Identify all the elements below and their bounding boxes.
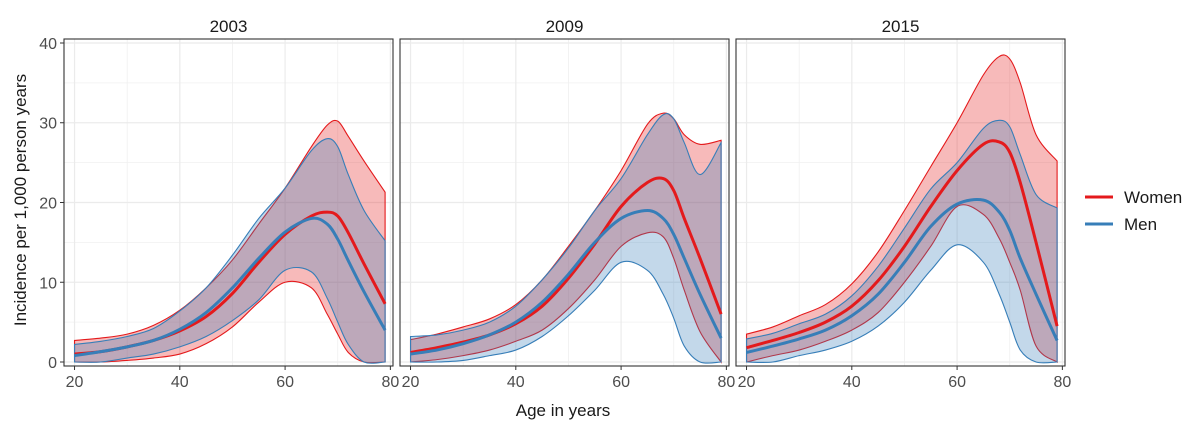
panel-border [735, 38, 1066, 367]
legend-label-women: Women [1124, 188, 1182, 207]
y-tick-label: 20 [39, 196, 57, 213]
y-tick-label: 0 [48, 355, 57, 372]
x-tick-label: 60 [612, 374, 630, 391]
facet-title: 2009 [546, 17, 584, 36]
series-line-women [746, 139, 1059, 350]
facet-panels: 2003 20 40 60 80 0 10 20 30 40 2009 20 40 60 80 2015 20 4… [39, 12, 1071, 391]
x-axis-title: Age in years [516, 401, 611, 420]
confidence-band-men [745, 119, 1058, 364]
x-tick-label: 80 [381, 374, 399, 391]
legend: Women Men [1085, 188, 1182, 234]
x-tick-label: 80 [1053, 374, 1071, 391]
x-tick-label: 40 [507, 374, 525, 391]
y-tick-label: 30 [39, 116, 57, 133]
series-line-men [74, 216, 387, 358]
y-tick-label: 10 [39, 275, 57, 292]
x-tick-label: 80 [717, 374, 735, 391]
x-tick-label: 40 [843, 374, 861, 391]
series-line-men [410, 208, 723, 356]
y-tick-label: 40 [39, 36, 57, 53]
x-tick-label: 60 [276, 374, 294, 391]
facet-title: 2015 [882, 17, 920, 36]
panel-border [399, 38, 730, 367]
facet-strip [736, 12, 1065, 39]
x-tick-label: 20 [738, 374, 756, 391]
x-tick-label: 40 [171, 374, 189, 391]
facet-title: 2003 [210, 17, 248, 36]
x-tick-label: 20 [402, 374, 420, 391]
facet-strip [64, 12, 393, 39]
series-line-men [746, 198, 1059, 354]
confidence-band-men [73, 138, 386, 364]
x-tick-label: 60 [948, 374, 966, 391]
x-tick-label: 20 [66, 374, 84, 391]
facet-panel-2003: 2003 20 40 60 80 0 10 20 30 40 [39, 12, 399, 391]
confidence-band-men [409, 113, 722, 364]
facet-strip [400, 12, 729, 39]
legend-label-men: Men [1124, 215, 1157, 234]
facet-panel-2015: 2015 20 40 60 80 [735, 12, 1071, 391]
y-axis-title: Incidence per 1,000 person years [11, 74, 30, 326]
facet-panel-2009: 2009 20 40 60 80 [399, 12, 735, 391]
